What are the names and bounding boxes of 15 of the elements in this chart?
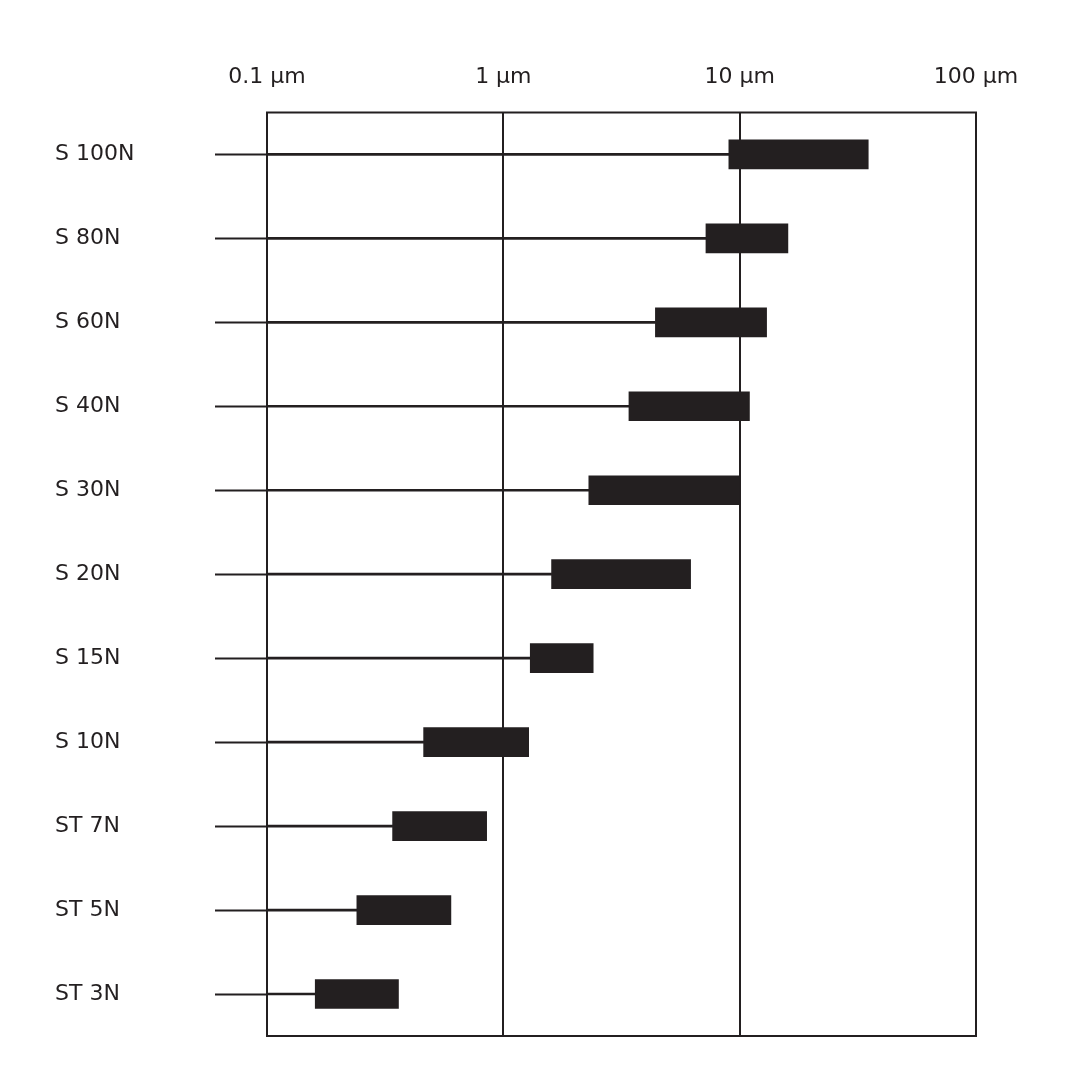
- x-tick-label: 100 µm: [933, 62, 1019, 88]
- y-tick-label: S 100N: [55, 140, 135, 166]
- y-tick-label: S 30N: [55, 475, 121, 501]
- x-tick-label: 1 µm: [475, 62, 532, 88]
- x-tick-label: 10 µm: [704, 62, 775, 88]
- y-tick-label: ST 5N: [55, 895, 120, 921]
- y-tick-label: S 60N: [55, 308, 121, 334]
- y-tick-label: S 80N: [55, 224, 121, 250]
- y-tick-label: S 10N: [55, 727, 121, 753]
- x-tick-label: 0.1 µm: [228, 62, 306, 88]
- y-tick-label: ST 3N: [55, 979, 120, 1005]
- y-tick-label: S 20N: [55, 559, 121, 585]
- y-tick-label: S 40N: [55, 391, 121, 417]
- y-tick-label: ST 7N: [55, 811, 120, 837]
- y-tick-label: S 15N: [55, 643, 121, 669]
